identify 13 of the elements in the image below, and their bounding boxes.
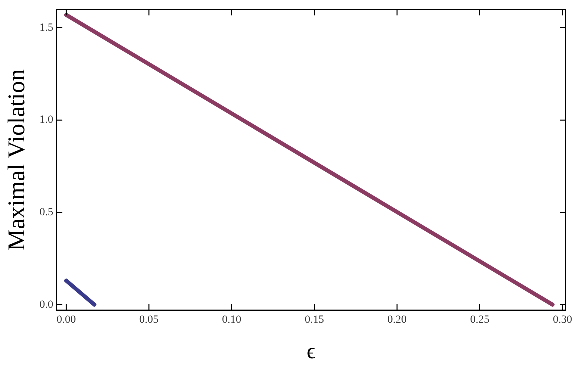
x-tick-label: 0.15 [304, 314, 325, 326]
y-tick-label: 1.0 [40, 114, 54, 126]
x-axis-title: ϵ [306, 338, 316, 364]
x-tick-label: 0.30 [553, 314, 573, 326]
x-tick-label: 0.10 [222, 314, 242, 326]
x-tick-label: 0.00 [56, 314, 77, 326]
x-tick-label: 0.20 [388, 314, 408, 326]
y-axis-title: Maximal Violation [4, 69, 31, 251]
x-tick-label: 0.05 [140, 314, 160, 326]
y-tick-label: 0.5 [40, 206, 54, 218]
x-tick-label: 0.25 [470, 314, 490, 326]
y-tick-label: 0.0 [40, 298, 54, 311]
y-tick-label: 1.5 [40, 22, 54, 34]
